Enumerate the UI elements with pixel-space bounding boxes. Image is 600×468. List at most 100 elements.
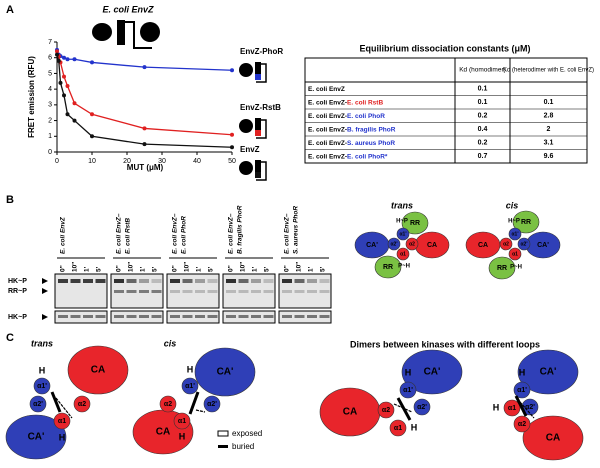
- band: [170, 279, 180, 283]
- row-name: E. coli EnvZ-E. coli PhoR: [308, 112, 385, 119]
- row-name: E. coli EnvZ-E. coli RstB: [308, 99, 383, 106]
- domain-label: α1': [517, 387, 527, 394]
- band: [319, 279, 330, 283]
- time-label: 10'': [296, 261, 303, 272]
- domain: [401, 349, 463, 395]
- band: [182, 290, 193, 293]
- legend-icon: [255, 160, 261, 178]
- band-arrow: [42, 288, 48, 294]
- gel-lower: [222, 310, 276, 324]
- domain: [488, 256, 516, 280]
- data-point: [230, 145, 234, 150]
- data-point: [58, 80, 63, 85]
- lane-label: E. coli PhoR: [181, 216, 188, 254]
- domain-label: CA': [424, 367, 441, 378]
- band: [307, 279, 317, 283]
- domain-label: CA: [478, 242, 488, 249]
- domain-label: α1': [185, 383, 195, 390]
- band: [195, 290, 205, 293]
- x-tick-label: 20: [123, 158, 131, 165]
- band-label: HK~P: [8, 278, 27, 285]
- domain-label: α1: [394, 425, 402, 432]
- gel-lower: [54, 310, 108, 324]
- legend-icon: [239, 119, 253, 133]
- band: [226, 315, 236, 318]
- band: [151, 290, 162, 293]
- data-point: [142, 65, 147, 70]
- legend-swatch: [218, 445, 228, 448]
- band: [95, 279, 106, 283]
- domain: [203, 395, 221, 413]
- diagram-title: cis: [164, 338, 177, 348]
- x-axis-label: MUT (μM): [127, 163, 164, 172]
- time-label: 5': [208, 266, 215, 272]
- lane-label: E. coli EnvZ–: [228, 213, 235, 254]
- band-label: RR~P: [8, 288, 27, 295]
- time-label: 5': [320, 266, 327, 272]
- time-label: 0'': [228, 265, 235, 272]
- domain: [181, 377, 199, 395]
- y-tick-label: 6: [48, 55, 52, 62]
- kd-homodimer: 0.4: [478, 126, 488, 133]
- data-point: [72, 101, 77, 106]
- domain-label: RR: [497, 265, 507, 272]
- phospho-label: H~P: [396, 219, 408, 225]
- domain-label: α1: [400, 251, 406, 257]
- domain: [173, 412, 191, 430]
- domain: [53, 412, 71, 430]
- domain-label: RR: [383, 264, 393, 271]
- legend-icon: [255, 172, 261, 178]
- domain: [503, 399, 521, 417]
- y-tick-label: 5: [48, 70, 52, 77]
- legend-icon: [256, 63, 267, 83]
- fit-line: [56, 51, 233, 136]
- domain-label: CA': [366, 242, 378, 249]
- legend-swatch: [217, 430, 229, 437]
- band: [70, 279, 81, 283]
- exposed-contact: [519, 401, 535, 419]
- histidine-label: H: [405, 367, 412, 377]
- time-label: 5': [264, 266, 271, 272]
- band: [294, 290, 305, 293]
- dhp-domain: [117, 20, 125, 45]
- domain-label: α2: [78, 401, 86, 408]
- band: [226, 279, 236, 283]
- time-label: 10'': [128, 261, 135, 272]
- band: [263, 315, 274, 318]
- y-tick-label: 1: [48, 133, 52, 140]
- domain: [73, 395, 91, 413]
- x-tick-label: 40: [193, 158, 201, 165]
- domain-label: α2: [409, 241, 415, 247]
- time-label: 1': [84, 266, 91, 272]
- histidine-label: H: [411, 422, 418, 432]
- domain: [396, 227, 410, 241]
- time-label: 5': [152, 266, 159, 272]
- kd-heterodimer: 3.1: [544, 140, 554, 147]
- band: [207, 279, 218, 283]
- domain-label: α1: [58, 418, 66, 425]
- legend-icon: [255, 118, 261, 136]
- data-point: [90, 134, 94, 139]
- lane-label: E. coli EnvZ–: [284, 213, 291, 254]
- phospho-label: P~H: [398, 264, 410, 270]
- domain-label: α2: [503, 241, 509, 247]
- diagram-title: trans: [31, 338, 53, 348]
- domain-label: α2': [390, 241, 397, 247]
- domain: [374, 255, 402, 279]
- histidine-label: H: [59, 432, 66, 442]
- band: [170, 290, 180, 293]
- data-point: [142, 126, 147, 131]
- band: [319, 290, 330, 293]
- domain: [194, 347, 256, 397]
- legend-label: buried: [232, 442, 254, 451]
- band: [282, 279, 292, 283]
- domain-label: α2': [417, 404, 427, 411]
- data-point: [56, 58, 61, 63]
- data-point: [65, 57, 70, 62]
- row-name-part: E. coli EnvZ: [308, 85, 345, 92]
- band: [207, 290, 218, 293]
- band: [226, 290, 236, 293]
- domain-label: α2': [33, 401, 43, 408]
- histidine-label: H: [519, 367, 526, 377]
- band: [139, 315, 149, 318]
